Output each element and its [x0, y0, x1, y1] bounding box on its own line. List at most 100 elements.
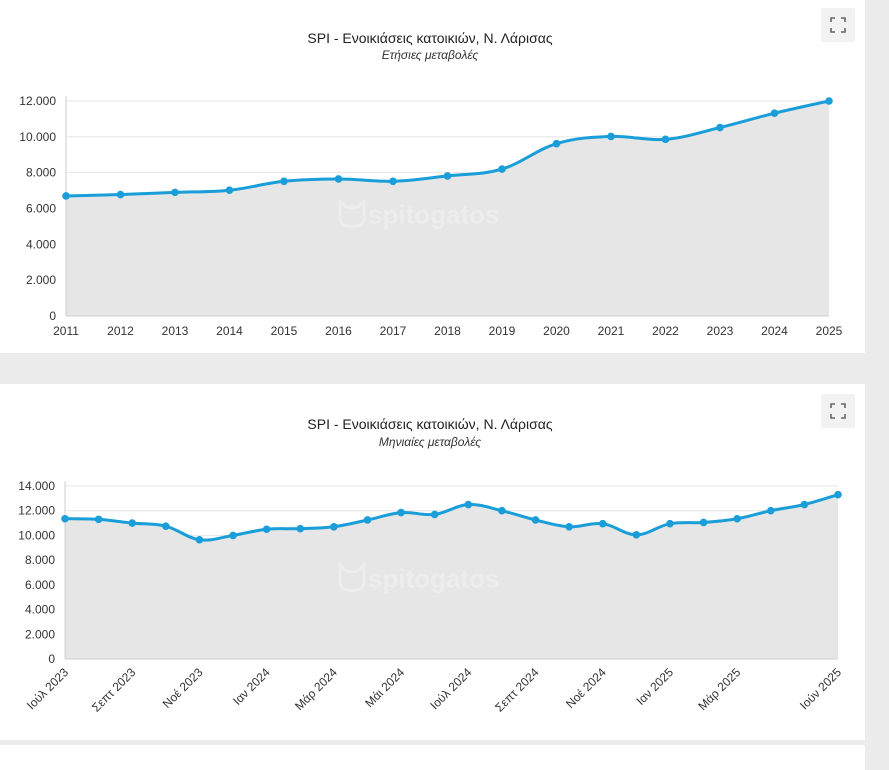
annual-x-tick-label: 2025 — [816, 324, 843, 338]
fullscreen-expand-icon — [830, 17, 846, 33]
annual-data-point[interactable] — [825, 97, 833, 105]
annual-x-tick-label: 2023 — [707, 324, 734, 338]
annual-data-point[interactable] — [498, 165, 506, 173]
annual-y-tick-label: 10.000 — [19, 130, 56, 144]
annual-data-point[interactable] — [171, 188, 179, 197]
monthly-data-point[interactable] — [565, 522, 573, 531]
annual-data-point[interactable] — [607, 132, 615, 141]
annual-x-tick-label: 2012 — [107, 324, 134, 338]
annual-data-point[interactable] — [389, 177, 397, 186]
monthly-x-tick-label: Μάρ 2025 — [695, 665, 743, 713]
chart-card-monthly: SPI - Ενοικιάσεις κατοικιών, Ν. Λάρισας Μ… — [0, 384, 865, 740]
monthly-data-point[interactable] — [195, 535, 204, 544]
monthly-data-point[interactable] — [262, 525, 271, 534]
fullscreen-button-annual[interactable] — [821, 8, 855, 42]
annual-watermark-text: spitogatos — [368, 200, 499, 230]
monthly-x-tick-label: Ιαν 2024 — [230, 665, 273, 708]
annual-watermark: spitogatos — [338, 198, 499, 230]
annual-chart-title: SPI - Ενοικιάσεις κατοικιών, Ν. Λάρισας — [307, 30, 552, 46]
chart-card-annual: SPI - Ενοικιάσεις κατοικιών, Ν. Λάρισας Ε… — [0, 0, 865, 353]
monthly-data-point[interactable] — [531, 516, 540, 524]
annual-data-point[interactable] — [62, 192, 70, 200]
monthly-y-tick-label: 8.000 — [25, 553, 55, 567]
annual-y-tick-label: 4.000 — [26, 237, 56, 251]
monthly-chart-title: SPI - Ενοικιάσεις κατοικιών, Ν. Λάρισας — [307, 416, 552, 432]
monthly-y-tick-label: 2.000 — [25, 627, 55, 641]
monthly-x-tick-label: Μάι 2024 — [362, 665, 407, 710]
annual-x-tick-label: 2017 — [380, 324, 407, 338]
annual-x-tick-label: 2016 — [325, 324, 352, 338]
cat-logo-icon — [338, 198, 366, 229]
monthly-x-tick-label: Νοέ 2024 — [563, 665, 609, 711]
annual-chart-subtitle: Ετήσιες μεταβολές — [382, 48, 479, 62]
fullscreen-button-monthly[interactable] — [821, 394, 855, 428]
annual-y-tick-label: 8.000 — [26, 166, 56, 180]
monthly-x-tick-label: Μάρ 2024 — [292, 665, 340, 713]
annual-series-area — [66, 101, 829, 316]
annual-x-tick-label: 2022 — [652, 324, 679, 338]
monthly-data-point[interactable] — [598, 519, 607, 528]
annual-data-point[interactable] — [661, 135, 670, 144]
annual-x-tick-label: 2014 — [216, 324, 243, 338]
monthly-y-tick-label: 0 — [48, 652, 55, 666]
annual-data-point[interactable] — [716, 123, 724, 132]
annual-x-tick-label: 2019 — [489, 324, 516, 338]
annual-data-point[interactable] — [280, 177, 288, 186]
monthly-y-tick-label: 10.000 — [18, 528, 55, 542]
annual-chart: SPI - Ενοικιάσεις κατοικιών, Ν. Λάρισας Ε… — [19, 30, 843, 338]
annual-x-tick-label: 2020 — [543, 324, 570, 338]
cat-logo-icon — [338, 562, 366, 593]
monthly-data-point[interactable] — [733, 514, 741, 523]
monthly-y-tick-label: 14.000 — [18, 479, 55, 493]
monthly-data-point[interactable] — [397, 508, 405, 517]
annual-x-tick-label: 2015 — [271, 324, 298, 338]
monthly-data-point[interactable] — [666, 519, 674, 528]
monthly-y-tick-label: 6.000 — [25, 578, 55, 592]
monthly-y-tick-label: 4.000 — [25, 603, 55, 617]
monthly-x-tick-label: Ιαν 2025 — [633, 665, 676, 708]
annual-data-point[interactable] — [225, 186, 234, 195]
annual-data-point[interactable] — [770, 109, 779, 117]
monthly-chart-subtitle: Μηνιαίες μεταβολές — [379, 435, 481, 449]
monthly-x-tick-label: Νοέ 2023 — [160, 665, 206, 711]
fullscreen-expand-icon — [830, 403, 846, 419]
monthly-data-point[interactable] — [498, 506, 506, 515]
monthly-data-point[interactable] — [834, 490, 842, 499]
annual-data-point[interactable] — [443, 172, 452, 180]
monthly-data-point[interactable] — [363, 516, 372, 524]
monthly-data-point[interactable] — [162, 522, 170, 530]
monthly-y-tick-label: 12.000 — [18, 504, 55, 518]
monthly-data-point[interactable] — [766, 506, 775, 515]
monthly-x-tick-label: Σεπτ 2023 — [89, 665, 139, 715]
annual-y-tick-label: 2.000 — [26, 273, 56, 287]
annual-data-point[interactable] — [552, 139, 561, 148]
annual-x-tick-label: 2021 — [598, 324, 625, 338]
monthly-data-point[interactable] — [296, 524, 305, 533]
monthly-data-point[interactable] — [800, 500, 809, 509]
annual-x-tick-label: 2013 — [162, 324, 189, 338]
monthly-data-point[interactable] — [464, 500, 473, 509]
monthly-data-point[interactable] — [632, 531, 641, 539]
monthly-data-point[interactable] — [430, 510, 439, 519]
annual-x-tick-label: 2011 — [53, 324, 79, 338]
monthly-data-point[interactable] — [330, 522, 338, 531]
monthly-x-tick-label: Ιούν 2025 — [797, 665, 844, 712]
monthly-data-point[interactable] — [94, 515, 103, 524]
annual-data-point[interactable] — [116, 190, 125, 199]
monthly-x-tick-label: Ιούλ 2024 — [427, 665, 474, 712]
annual-x-tick-label: 2018 — [434, 324, 461, 338]
bottom-section-edge — [0, 745, 865, 770]
monthly-data-point[interactable] — [61, 514, 69, 523]
monthly-data-point[interactable] — [229, 531, 237, 540]
monthly-data-point[interactable] — [128, 519, 137, 527]
annual-data-point[interactable] — [334, 175, 343, 183]
annual-y-tick-label: 12.000 — [19, 94, 56, 108]
monthly-data-point[interactable] — [699, 518, 708, 527]
annual-y-tick-label: 0 — [49, 309, 56, 323]
monthly-x-tick-label: Σεπτ 2024 — [492, 665, 542, 715]
monthly-watermark-text: spitogatos — [368, 564, 499, 594]
annual-y-tick-label: 6.000 — [26, 202, 56, 216]
monthly-series-area — [65, 494, 838, 659]
annual-x-tick-label: 2024 — [761, 324, 788, 338]
monthly-watermark: spitogatos — [338, 562, 499, 594]
